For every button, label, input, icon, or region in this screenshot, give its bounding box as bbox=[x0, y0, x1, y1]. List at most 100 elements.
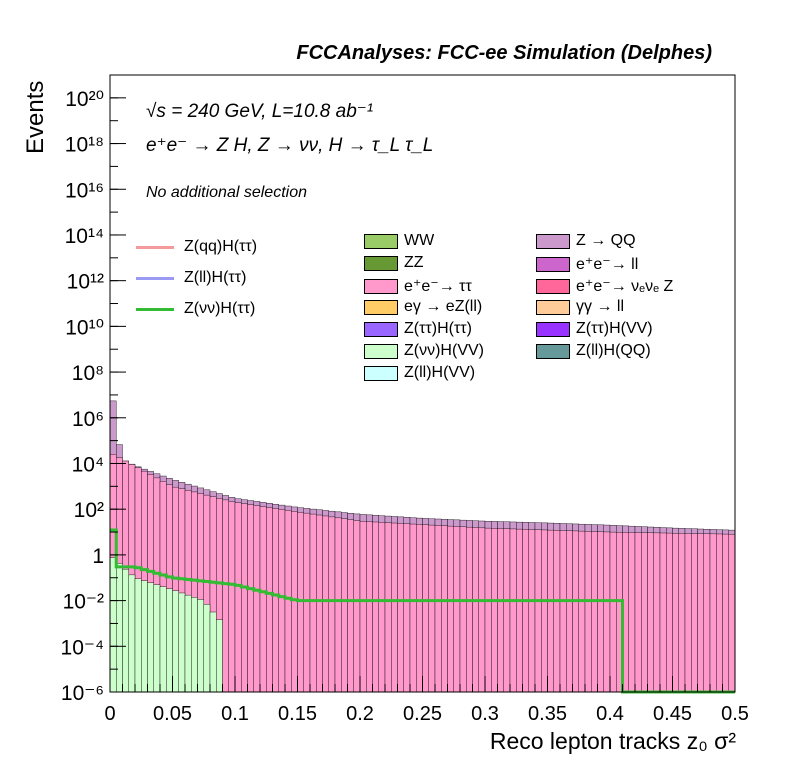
histogram-bin bbox=[503, 528, 511, 693]
y-tick-label: 10¹⁸ bbox=[65, 134, 104, 157]
histogram-bin bbox=[159, 586, 167, 693]
histogram-bin bbox=[228, 501, 236, 693]
legend-label: Z(qq)H(ττ) bbox=[184, 238, 258, 255]
histogram-bin bbox=[722, 533, 729, 693]
histogram-bin bbox=[534, 529, 542, 693]
histogram-bin bbox=[134, 578, 142, 693]
signal-line-znunu-htautau bbox=[110, 528, 735, 694]
histogram-bin bbox=[434, 525, 442, 693]
selection-annotation: No additional selection bbox=[146, 184, 307, 201]
y-tick-label: 10² bbox=[74, 499, 104, 522]
legend-label: Z(ττ)H(VV) bbox=[576, 320, 653, 337]
legend-swatch bbox=[364, 321, 398, 337]
energy-annotation: √s = 240 GeV, L=10.8 ab⁻¹ bbox=[146, 101, 374, 122]
legend-swatch bbox=[364, 365, 398, 381]
histogram-bin bbox=[178, 592, 186, 693]
histogram-bin bbox=[653, 532, 661, 693]
y-tick-label: 10¹⁴ bbox=[65, 225, 104, 248]
histogram-bin bbox=[184, 594, 192, 693]
histogram-bin bbox=[303, 512, 311, 693]
histogram-bin bbox=[272, 508, 279, 693]
histogram-bin bbox=[309, 513, 317, 693]
y-tick-label: 10¹⁰ bbox=[65, 316, 104, 339]
legend-item-zll-hvv: Z(ll)H(VV) bbox=[364, 364, 475, 382]
histogram-bin bbox=[641, 532, 648, 693]
legend-label: Z(ll)H(ττ) bbox=[184, 269, 247, 286]
histogram-bin bbox=[447, 525, 454, 693]
histogram-bin bbox=[391, 522, 398, 693]
legend-item-ww: WW bbox=[364, 232, 434, 250]
histogram-bin bbox=[672, 532, 679, 693]
histogram-bin bbox=[222, 499, 229, 693]
histogram-bin bbox=[147, 582, 154, 693]
legend-item-zll-hqq: Z(ll)H(QQ) bbox=[536, 342, 651, 360]
histogram-bin bbox=[172, 590, 179, 693]
histogram-bin bbox=[547, 529, 554, 693]
histogram-bin bbox=[372, 521, 379, 693]
legend-item-eell: e⁺e⁻→ ll bbox=[536, 254, 638, 274]
legend-line-swatch bbox=[136, 276, 174, 280]
histogram-bin bbox=[141, 580, 148, 693]
histogram-bin bbox=[603, 531, 611, 693]
x-tick-label: 0 bbox=[104, 703, 115, 725]
legend-swatch bbox=[536, 233, 570, 249]
histogram-bin bbox=[378, 522, 386, 693]
histogram-bin bbox=[316, 514, 323, 693]
histogram-bin bbox=[116, 563, 123, 693]
histogram-bin bbox=[197, 599, 204, 693]
histogram-bin bbox=[659, 532, 667, 693]
histogram-bin bbox=[609, 531, 617, 693]
histogram-bin bbox=[541, 529, 548, 693]
y-tick-label: 10⁸ bbox=[72, 362, 104, 385]
histogram-bin bbox=[366, 521, 373, 693]
histogram-bin bbox=[409, 523, 417, 693]
x-tick-label: 0.05 bbox=[153, 703, 192, 725]
histogram-bin bbox=[247, 504, 254, 693]
x-tick-label: 0.5 bbox=[721, 703, 749, 725]
histogram-bin bbox=[566, 530, 573, 693]
legend-swatch bbox=[536, 299, 570, 315]
y-tick-label: 10⁻⁶ bbox=[61, 682, 104, 705]
histogram-bin bbox=[691, 533, 698, 693]
legend-swatch bbox=[364, 255, 398, 271]
legend-swatch bbox=[536, 256, 570, 272]
histogram-bin bbox=[278, 509, 286, 693]
histogram-bin bbox=[522, 529, 529, 693]
x-tick-label: 0.4 bbox=[596, 703, 624, 725]
histogram-bin bbox=[578, 530, 586, 693]
legend-label: e⁺e⁻→ ll bbox=[576, 256, 639, 273]
histogram-bin bbox=[166, 588, 173, 693]
histogram-bin bbox=[709, 533, 717, 693]
histogram-bin bbox=[353, 520, 361, 693]
legend-label: e⁺e⁻→ νₑνₑ Z bbox=[576, 278, 674, 295]
histogram-bin bbox=[122, 568, 129, 693]
header-title: FCCAnalyses: FCC-ee Simulation (Delphes) bbox=[296, 42, 712, 64]
histogram-bin bbox=[209, 611, 217, 693]
process-annotation: e⁺e⁻ → Z H, Z → νν, H → τ_L τ_L bbox=[146, 135, 434, 156]
histogram-bin bbox=[509, 528, 517, 693]
x-tick-label: 0.3 bbox=[471, 703, 499, 725]
y-tick-label: 10²⁰ bbox=[65, 88, 104, 111]
x-tick-label: 0.15 bbox=[278, 703, 317, 725]
legend-item-ztautau-htautau: Z(ττ)H(ττ) bbox=[364, 320, 472, 338]
histogram-bin bbox=[334, 517, 342, 693]
histogram-bin bbox=[297, 511, 304, 693]
legend-line-swatch bbox=[136, 307, 174, 311]
legend-label: Z(νν)H(VV) bbox=[404, 342, 484, 359]
histogram-bin bbox=[553, 530, 561, 693]
legend-line-swatch bbox=[136, 245, 174, 249]
histogram-bin bbox=[572, 530, 579, 693]
histogram-bin bbox=[428, 524, 436, 693]
y-axis: 10⁻⁶ 10⁻⁴ 10⁻² 1 10² 10⁴ 10⁶ 10⁸ 10¹⁰ 10¹² 10¹⁴ 10¹… bbox=[61, 74, 126, 705]
histogram-bin bbox=[634, 532, 642, 693]
legend-line-zll-htautau: Z(ll)H(ττ) bbox=[136, 269, 246, 287]
legend-item-eenunuz: e⁺e⁻→ νₑνₑ Z bbox=[536, 276, 673, 296]
legend-label: ZZ bbox=[404, 254, 424, 271]
histogram-bin bbox=[666, 532, 673, 693]
legend-line-zqq-htautau: Z(qq)H(ττ) bbox=[136, 238, 257, 256]
y-tick-label: 10⁶ bbox=[72, 408, 104, 431]
histogram-bin bbox=[416, 524, 423, 693]
histogram-bin bbox=[241, 503, 248, 693]
histogram-bin bbox=[559, 530, 567, 693]
legend-label: e⁺e⁻→ ττ bbox=[404, 278, 472, 295]
